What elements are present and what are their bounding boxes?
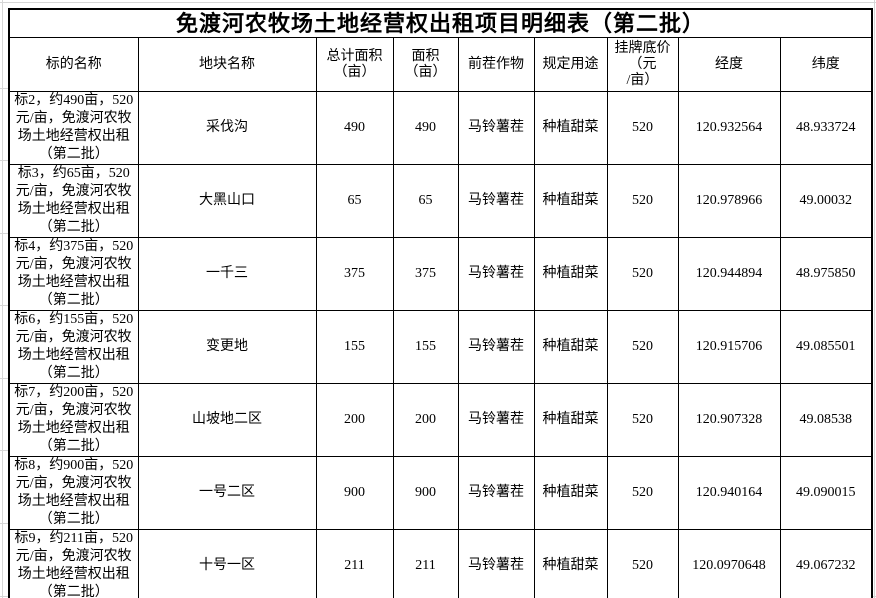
- column-header-area: 面积 （亩）: [392, 37, 459, 92]
- cell-plot_name: 一千三: [137, 237, 317, 311]
- cell-area: 155: [392, 310, 459, 384]
- sheet-gridline: [0, 233, 8, 234]
- table-row: 标7，约200亩，520元/亩，免渡河农牧场土地经营权出租（第二批） 山坡地二区 2…: [8, 383, 873, 457]
- cell-longitude: 120.907328: [677, 383, 781, 457]
- cell-total_area: 375: [315, 237, 394, 311]
- cell-previous_crop: 马铃薯茬: [457, 383, 535, 457]
- cell-latitude: 49.08538: [779, 383, 873, 457]
- sheet-gridline: [0, 378, 8, 379]
- sheet-gridline: [0, 88, 8, 89]
- cell-stipulated_use: 种植甜菜: [533, 91, 608, 165]
- cell-plot_name: 一号二区: [137, 456, 317, 530]
- cell-listing_base_price: 520: [606, 237, 679, 311]
- cell-plot_name: 采伐沟: [137, 91, 317, 165]
- cell-stipulated_use: 种植甜菜: [533, 529, 608, 598]
- cell-latitude: 48.933724: [779, 91, 873, 165]
- cell-bid_name: 标3，约65亩，520元/亩，免渡河农牧场土地经营权出租（第二批）: [8, 164, 139, 238]
- cell-previous_crop: 马铃薯茬: [457, 310, 535, 384]
- cell-listing_base_price: 520: [606, 91, 679, 165]
- cell-stipulated_use: 种植甜菜: [533, 237, 608, 311]
- cell-listing_base_price: 520: [606, 383, 679, 457]
- cell-listing_base_price: 520: [606, 310, 679, 384]
- table-title: 免渡河农牧场土地经营权出租项目明细表（第二批）: [8, 8, 873, 38]
- table-row: 标3，约65亩，520元/亩，免渡河农牧场土地经营权出租（第二批） 大黑山口 65 6…: [8, 164, 873, 238]
- cell-stipulated_use: 种植甜菜: [533, 310, 608, 384]
- cell-bid_name: 标9，约211亩，520元/亩，免渡河农牧场土地经营权出租（第二批）: [8, 529, 139, 598]
- cell-area: 375: [392, 237, 459, 311]
- cell-listing_base_price: 520: [606, 529, 679, 598]
- table-row: 标8，约900亩，520元/亩，免渡河农牧场土地经营权出租（第二批） 一号二区 90…: [8, 456, 873, 530]
- cell-stipulated_use: 种植甜菜: [533, 164, 608, 238]
- table-body: 标2，约490亩，520元/亩，免渡河农牧场土地经营权出租（第二批） 采伐沟 490…: [8, 91, 873, 598]
- cell-area: 490: [392, 91, 459, 165]
- sheet-gridline: [0, 2, 876, 3]
- cell-area: 900: [392, 456, 459, 530]
- cell-total_area: 211: [315, 529, 394, 598]
- cell-plot_name: 十号一区: [137, 529, 317, 598]
- column-header-plot_name: 地块名称: [137, 37, 317, 92]
- column-header-listing_base_price: 挂牌底价 （元 /亩）: [606, 37, 679, 92]
- title-row: 免渡河农牧场土地经营权出租项目明细表（第二批）: [8, 8, 873, 38]
- cell-latitude: 49.067232: [779, 529, 873, 598]
- cell-area: 211: [392, 529, 459, 598]
- cell-plot_name: 山坡地二区: [137, 383, 317, 457]
- cell-total_area: 155: [315, 310, 394, 384]
- table-row: 标9，约211亩，520元/亩，免渡河农牧场土地经营权出租（第二批） 十号一区 21…: [8, 529, 873, 598]
- sheet-gridline: [0, 160, 8, 161]
- cell-listing_base_price: 520: [606, 456, 679, 530]
- cell-total_area: 65: [315, 164, 394, 238]
- cell-plot_name: 大黑山口: [137, 164, 317, 238]
- cell-bid_name: 标7，约200亩，520元/亩，免渡河农牧场土地经营权出租（第二批）: [8, 383, 139, 457]
- cell-total_area: 490: [315, 91, 394, 165]
- column-header-stipulated_use: 规定用途: [533, 37, 608, 92]
- table-row: 标2，约490亩，520元/亩，免渡河农牧场土地经营权出租（第二批） 采伐沟 490…: [8, 91, 873, 165]
- header-row: 标的名称 地块名称 总计面积 （亩） 面积 （亩） 前茬作物 规定用途 挂牌底价 （元 /亩…: [8, 37, 873, 92]
- cell-longitude: 120.0970648: [677, 529, 781, 598]
- cell-latitude: 49.00032: [779, 164, 873, 238]
- column-header-bid_name: 标的名称: [8, 37, 139, 92]
- cell-plot_name: 变更地: [137, 310, 317, 384]
- cell-bid_name: 标8，约900亩，520元/亩，免渡河农牧场土地经营权出租（第二批）: [8, 456, 139, 530]
- cell-previous_crop: 马铃薯茬: [457, 237, 535, 311]
- cell-longitude: 120.940164: [677, 456, 781, 530]
- cell-previous_crop: 马铃薯茬: [457, 91, 535, 165]
- cell-stipulated_use: 种植甜菜: [533, 383, 608, 457]
- cell-area: 200: [392, 383, 459, 457]
- cell-latitude: 48.975850: [779, 237, 873, 311]
- cell-stipulated_use: 种植甜菜: [533, 456, 608, 530]
- cell-listing_base_price: 520: [606, 164, 679, 238]
- column-header-previous_crop: 前茬作物: [457, 37, 535, 92]
- table-row: 标6，约155亩，520元/亩，免渡河农牧场土地经营权出租（第二批） 变更地 155…: [8, 310, 873, 384]
- cell-longitude: 120.944894: [677, 237, 781, 311]
- table-row: 标4，约375亩，520元/亩，免渡河农牧场土地经营权出租（第二批） 一千三 375…: [8, 237, 873, 311]
- column-header-latitude: 纬度: [779, 37, 873, 92]
- sheet-gridline: [0, 305, 8, 306]
- cell-previous_crop: 马铃薯茬: [457, 164, 535, 238]
- sheet-gridline: [0, 523, 8, 524]
- cell-bid_name: 标4，约375亩，520元/亩，免渡河农牧场土地经营权出租（第二批）: [8, 237, 139, 311]
- sheet-gridline: [0, 450, 8, 451]
- column-header-longitude: 经度: [677, 37, 781, 92]
- cell-previous_crop: 马铃薯茬: [457, 456, 535, 530]
- cell-previous_crop: 马铃薯茬: [457, 529, 535, 598]
- cell-longitude: 120.978966: [677, 164, 781, 238]
- cell-latitude: 49.090015: [779, 456, 873, 530]
- cell-total_area: 900: [315, 456, 394, 530]
- land-lease-table: 免渡河农牧场土地经营权出租项目明细表（第二批） 标的名称 地块名称 总计面积 （亩）…: [8, 8, 874, 598]
- cell-bid_name: 标2，约490亩，520元/亩，免渡河农牧场土地经营权出租（第二批）: [8, 91, 139, 165]
- sheet-gridline: [2, 0, 3, 598]
- cell-longitude: 120.932564: [677, 91, 781, 165]
- sheet-gridline: [874, 0, 875, 598]
- cell-longitude: 120.915706: [677, 310, 781, 384]
- column-header-total_area: 总计面积 （亩）: [315, 37, 394, 92]
- cell-bid_name: 标6，约155亩，520元/亩，免渡河农牧场土地经营权出租（第二批）: [8, 310, 139, 384]
- cell-latitude: 49.085501: [779, 310, 873, 384]
- cell-area: 65: [392, 164, 459, 238]
- cell-total_area: 200: [315, 383, 394, 457]
